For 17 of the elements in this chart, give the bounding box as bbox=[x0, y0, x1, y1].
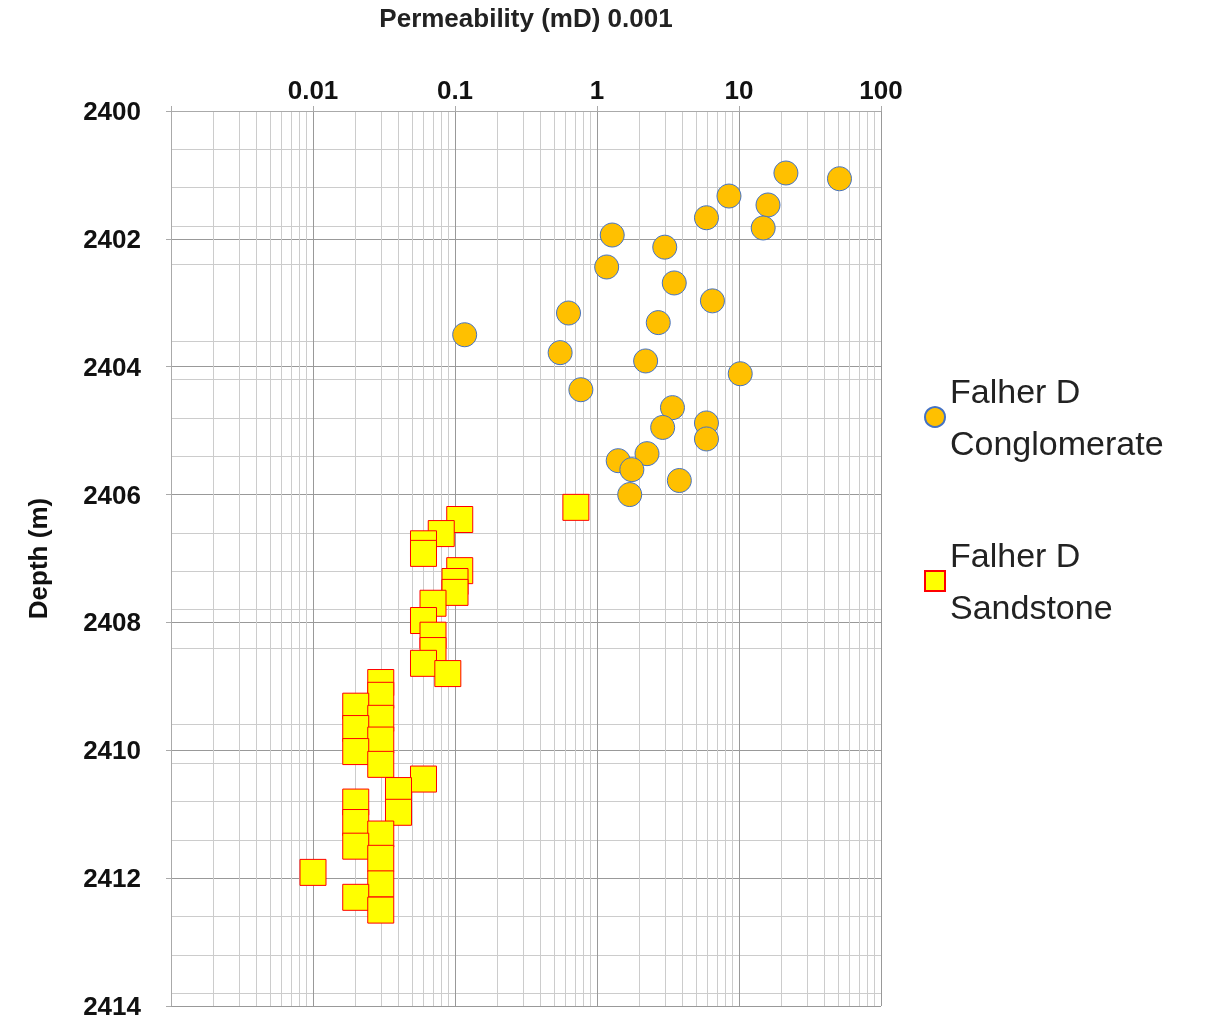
x-axis-title: Permeability (mD) 0.001 bbox=[379, 3, 673, 33]
y-tick-label: 2414 bbox=[83, 991, 142, 1021]
legend-label: Falher D Sandstone bbox=[950, 536, 1113, 626]
y-tick-label: 2408 bbox=[83, 607, 141, 638]
x-tick-label: 10 bbox=[724, 75, 754, 105]
y-axis-title: Depth (m) bbox=[23, 497, 53, 620]
legend-label: Falher D Conglomerate bbox=[950, 372, 1164, 462]
y-tick-label: 2404 bbox=[83, 351, 142, 382]
y-tick-label: 2410 bbox=[83, 735, 141, 766]
y-tick-label: 2406 bbox=[83, 479, 141, 510]
y-tick-label: 2412 bbox=[83, 863, 141, 894]
x-tick-label: 0.01 bbox=[287, 75, 339, 105]
y-tick-label: 2400 bbox=[83, 96, 141, 126]
x-tick-label: 1 bbox=[589, 75, 605, 105]
x-tick-label: 0.1 bbox=[436, 75, 474, 105]
x-tick-label: 100 bbox=[859, 75, 903, 105]
y-tick-label: 2402 bbox=[83, 223, 141, 254]
